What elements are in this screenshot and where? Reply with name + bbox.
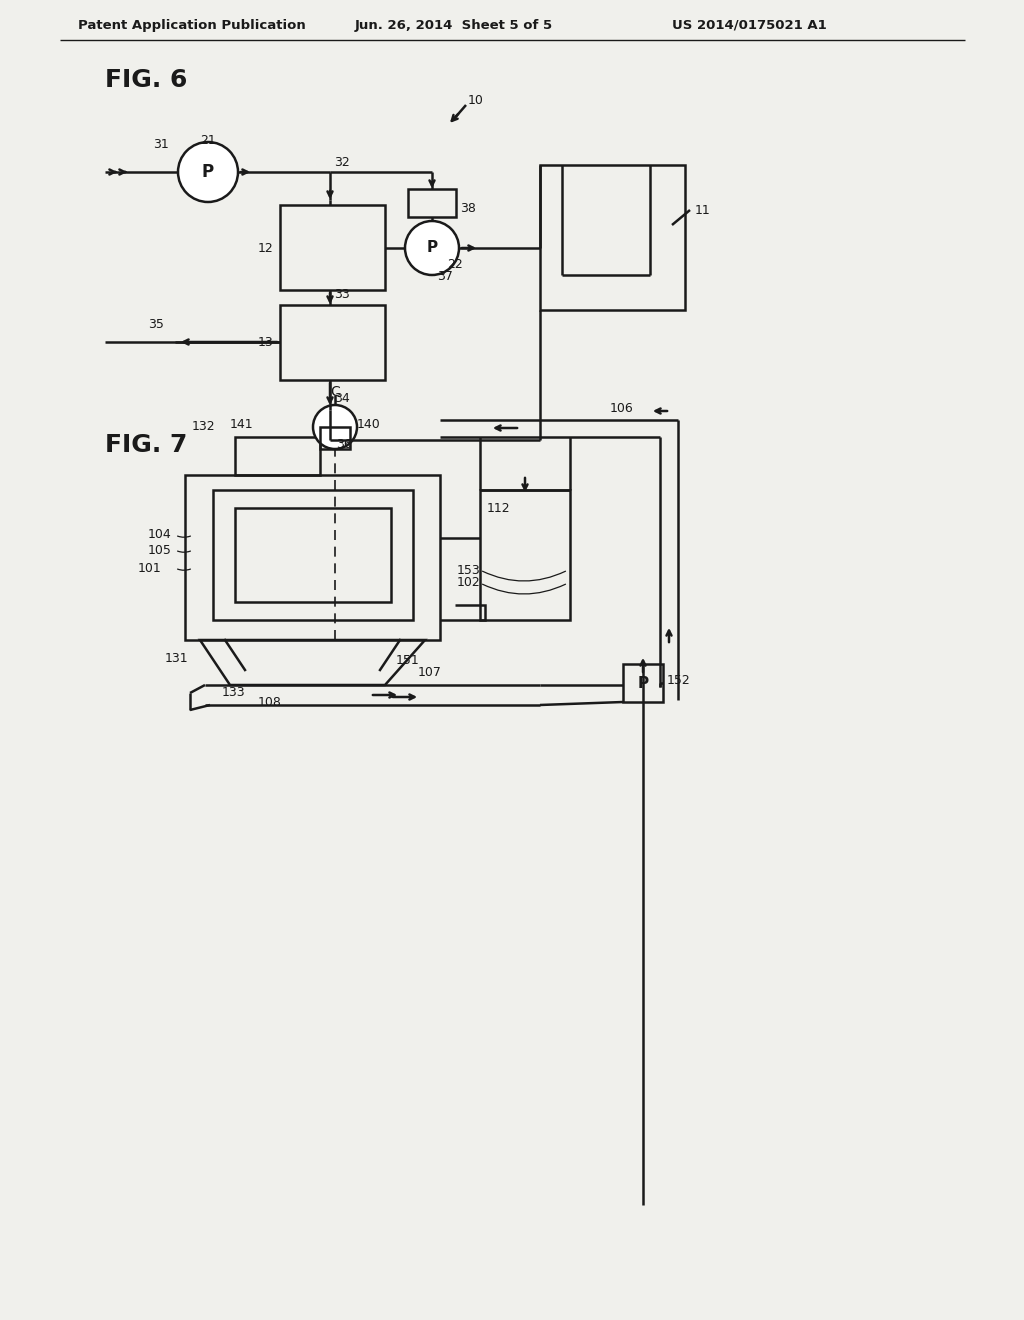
Text: 102: 102: [457, 577, 480, 590]
Text: P: P: [426, 240, 437, 256]
Bar: [234, 508, 391, 602]
Text: C: C: [330, 385, 340, 399]
Bar: [623, 664, 663, 702]
Text: P: P: [202, 162, 214, 181]
Circle shape: [178, 143, 238, 202]
Circle shape: [313, 405, 357, 449]
Text: 12: 12: [258, 242, 273, 255]
Text: 22: 22: [447, 259, 463, 272]
Text: 11: 11: [695, 203, 711, 216]
Text: 34: 34: [334, 392, 350, 404]
Text: 108: 108: [258, 696, 282, 709]
Text: 132: 132: [193, 421, 216, 433]
Text: Patent Application Publication: Patent Application Publication: [78, 18, 306, 32]
Text: 153: 153: [457, 564, 480, 577]
Bar: [408, 189, 456, 216]
Text: 31: 31: [153, 139, 169, 152]
Text: 107: 107: [418, 665, 442, 678]
Text: 151: 151: [396, 653, 420, 667]
Text: 104: 104: [148, 528, 172, 541]
Bar: [234, 437, 319, 475]
Text: 32: 32: [334, 156, 350, 169]
Text: 152: 152: [667, 673, 691, 686]
Text: 10: 10: [468, 94, 484, 107]
Bar: [185, 475, 440, 640]
Text: P: P: [637, 676, 648, 690]
Bar: [280, 305, 385, 380]
Circle shape: [406, 220, 459, 275]
Text: 112: 112: [487, 502, 511, 515]
Text: 13: 13: [258, 335, 273, 348]
Text: 106: 106: [610, 401, 634, 414]
Text: 21: 21: [200, 133, 216, 147]
Text: 141: 141: [230, 418, 254, 432]
Text: 36: 36: [336, 438, 352, 451]
Text: 101: 101: [138, 561, 162, 574]
Text: 105: 105: [148, 544, 172, 557]
Text: US 2014/0175021 A1: US 2014/0175021 A1: [672, 18, 826, 32]
Text: FIG. 7: FIG. 7: [105, 433, 187, 457]
Text: 133: 133: [222, 685, 246, 698]
Bar: [213, 490, 413, 620]
Text: 35: 35: [148, 318, 164, 331]
Text: FIG. 6: FIG. 6: [105, 69, 187, 92]
Bar: [540, 165, 685, 310]
Bar: [480, 490, 570, 620]
Text: 38: 38: [460, 202, 476, 214]
Text: 37: 37: [437, 271, 453, 284]
Text: 140: 140: [357, 418, 381, 432]
Text: Jun. 26, 2014  Sheet 5 of 5: Jun. 26, 2014 Sheet 5 of 5: [355, 18, 553, 32]
Bar: [280, 205, 385, 290]
Text: 131: 131: [165, 652, 188, 664]
Text: 33: 33: [334, 289, 350, 301]
Bar: [319, 426, 350, 449]
